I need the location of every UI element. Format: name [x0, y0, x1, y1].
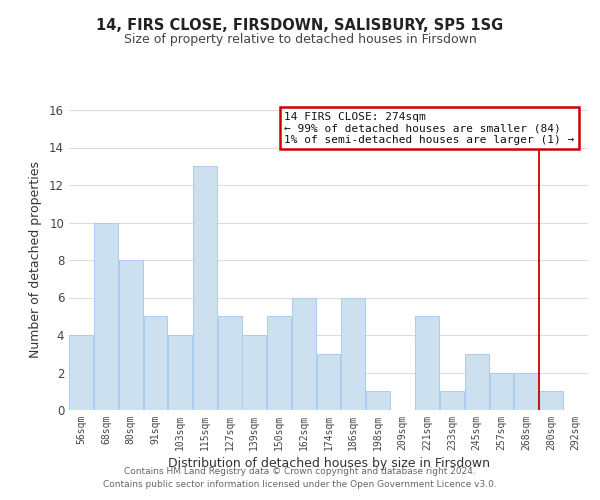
Bar [119, 260, 143, 410]
Bar [539, 391, 563, 410]
Bar [317, 354, 340, 410]
X-axis label: Distribution of detached houses by size in Firsdown: Distribution of detached houses by size … [167, 457, 490, 470]
Bar [440, 391, 464, 410]
Bar [415, 316, 439, 410]
Text: 14 FIRS CLOSE: 274sqm
← 99% of detached houses are smaller (84)
1% of semi-detac: 14 FIRS CLOSE: 274sqm ← 99% of detached … [284, 112, 575, 144]
Y-axis label: Number of detached properties: Number of detached properties [29, 162, 42, 358]
Bar [490, 372, 514, 410]
Text: Contains HM Land Registry data © Crown copyright and database right 2024.: Contains HM Land Registry data © Crown c… [124, 467, 476, 476]
Bar [70, 335, 94, 410]
Bar [193, 166, 217, 410]
Bar [514, 372, 538, 410]
Bar [341, 298, 365, 410]
Bar [465, 354, 489, 410]
Bar [267, 316, 291, 410]
Bar [143, 316, 167, 410]
Bar [242, 335, 266, 410]
Bar [168, 335, 192, 410]
Bar [366, 391, 390, 410]
Bar [292, 298, 316, 410]
Bar [218, 316, 242, 410]
Text: Contains public sector information licensed under the Open Government Licence v3: Contains public sector information licen… [103, 480, 497, 489]
Text: Size of property relative to detached houses in Firsdown: Size of property relative to detached ho… [124, 32, 476, 46]
Text: 14, FIRS CLOSE, FIRSDOWN, SALISBURY, SP5 1SG: 14, FIRS CLOSE, FIRSDOWN, SALISBURY, SP5… [97, 18, 503, 32]
Bar [94, 222, 118, 410]
